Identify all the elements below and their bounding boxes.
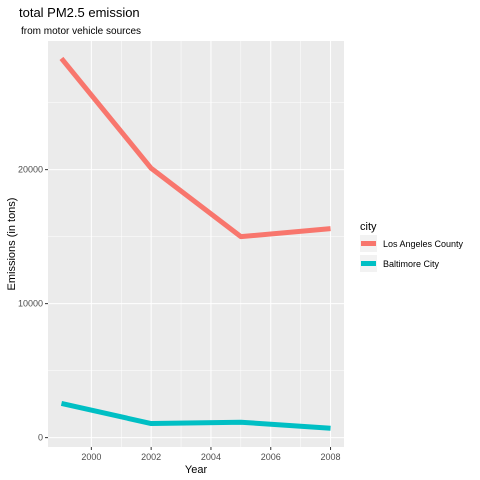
x-tick-label: 2000	[81, 452, 101, 462]
series-line-0	[59, 56, 331, 240]
y-axis-title: Emissions (in tons)	[6, 198, 18, 291]
x-axis-ticks: 2000 2002 2004 2006 2008	[81, 447, 341, 462]
plot-panel	[48, 41, 344, 447]
x-axis-title: Year	[185, 464, 208, 476]
chart-title: total PM2.5 emission	[19, 5, 140, 20]
y-tick-label: 20000	[18, 165, 43, 175]
legend-label: Los Angeles County	[383, 239, 464, 249]
x-tick-label: 2006	[261, 452, 281, 462]
legend-label: Baltimore City	[383, 259, 440, 269]
chart-subtitle: from motor vehicle sources	[21, 26, 141, 37]
series-lines	[59, 56, 331, 431]
legend: city Los Angeles County Baltimore City	[360, 221, 464, 272]
x-tick-label: 2002	[141, 452, 161, 462]
x-tick-label: 2004	[201, 452, 221, 462]
y-tick-label: 10000	[18, 299, 43, 309]
legend-title: city	[360, 221, 377, 233]
grid	[48, 41, 344, 447]
y-axis-ticks: 0 10000 20000	[18, 165, 48, 443]
x-tick-label: 2008	[321, 452, 341, 462]
series-line-1	[60, 401, 331, 431]
legend-items: Los Angeles County Baltimore City	[360, 235, 464, 272]
y-tick-label: 0	[38, 433, 43, 443]
